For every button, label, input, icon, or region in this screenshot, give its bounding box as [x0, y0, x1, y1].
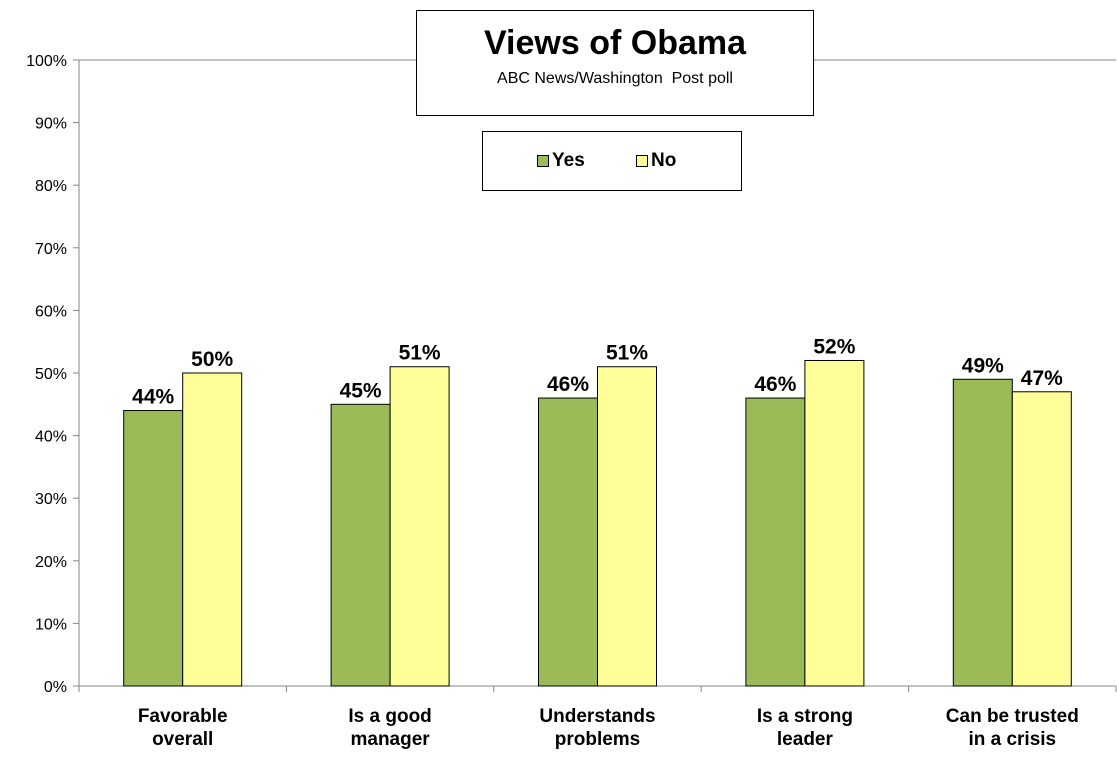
category-label-3-line-1: leader — [777, 729, 834, 750]
data-label-yes-2: 46% — [547, 373, 589, 396]
category-label-4-line-1: in a crisis — [968, 729, 1056, 750]
data-label-yes-3: 46% — [754, 373, 796, 396]
data-label-no-0: 50% — [191, 348, 233, 371]
category-label-2-line-0: Understands — [539, 706, 655, 727]
bar-no-2 — [597, 366, 657, 687]
bar-yes-2 — [538, 397, 598, 687]
y-tick-label: 50% — [35, 366, 67, 383]
data-label-no-2: 51% — [606, 342, 648, 365]
data-label-no-3: 52% — [813, 335, 855, 358]
y-tick-label: 100% — [26, 53, 67, 70]
data-label-no-4: 47% — [1021, 367, 1063, 390]
bar-yes-1 — [330, 403, 391, 687]
bar-yes-4 — [952, 378, 1013, 687]
y-tick-label: 0% — [44, 679, 67, 696]
data-label-yes-4: 49% — [962, 354, 1004, 377]
bar-layer — [123, 359, 1072, 687]
y-tick-label: 90% — [35, 116, 67, 133]
data-label-no-1: 51% — [399, 342, 441, 365]
y-tick-label: 60% — [35, 303, 67, 320]
axis-layer: 0% 10% 20% 30% 40% 50% 60% 70% 80% 90% 100% — [26, 53, 1117, 696]
category-label-3-line-0: Is a strong — [757, 706, 853, 727]
category-label-0-line-0: Favorable — [138, 706, 228, 727]
category-label-4-line-0: Can be trusted — [946, 706, 1079, 727]
bar-no-3 — [804, 359, 865, 687]
y-tick-label: 40% — [35, 429, 67, 446]
legend-label-yes: Yes — [552, 150, 585, 171]
legend-item-no: No — [636, 150, 677, 171]
chart-title: Views of Obama — [483, 24, 747, 62]
bar-no-1 — [389, 366, 450, 687]
bar-no-0 — [182, 372, 243, 687]
bar-no-4 — [1011, 391, 1072, 687]
chart-title-box: Views of Obama ABC News/Washington Post … — [416, 10, 814, 116]
y-tick-label: 70% — [35, 241, 67, 258]
legend-label-no: No — [651, 150, 677, 171]
legend-swatch-yes — [537, 155, 549, 167]
category-label-1-line-0: Is a good — [348, 706, 431, 727]
chart-subtitle: ABC News/Washington Post poll — [497, 70, 733, 87]
data-label-layer: 44% 50% 45% 51% 46% 51% 46% 52% 49% 47% — [132, 335, 1063, 408]
y-tick-label: 20% — [35, 554, 67, 571]
legend-swatch-no — [636, 155, 648, 167]
category-label-0-line-1: overall — [152, 729, 213, 750]
bar-yes-3 — [745, 397, 806, 687]
y-tick-label: 80% — [35, 178, 67, 195]
y-tick-label: 10% — [35, 616, 67, 633]
bar-yes-0 — [123, 410, 184, 687]
y-tick-label: 30% — [35, 491, 67, 508]
data-label-yes-1: 45% — [340, 379, 382, 402]
legend: Yes No — [482, 131, 742, 191]
category-label-2-line-1: problems — [555, 729, 641, 750]
data-label-yes-0: 44% — [132, 386, 174, 409]
legend-item-yes: Yes — [537, 150, 585, 171]
category-label-1-line-1: manager — [350, 729, 430, 750]
